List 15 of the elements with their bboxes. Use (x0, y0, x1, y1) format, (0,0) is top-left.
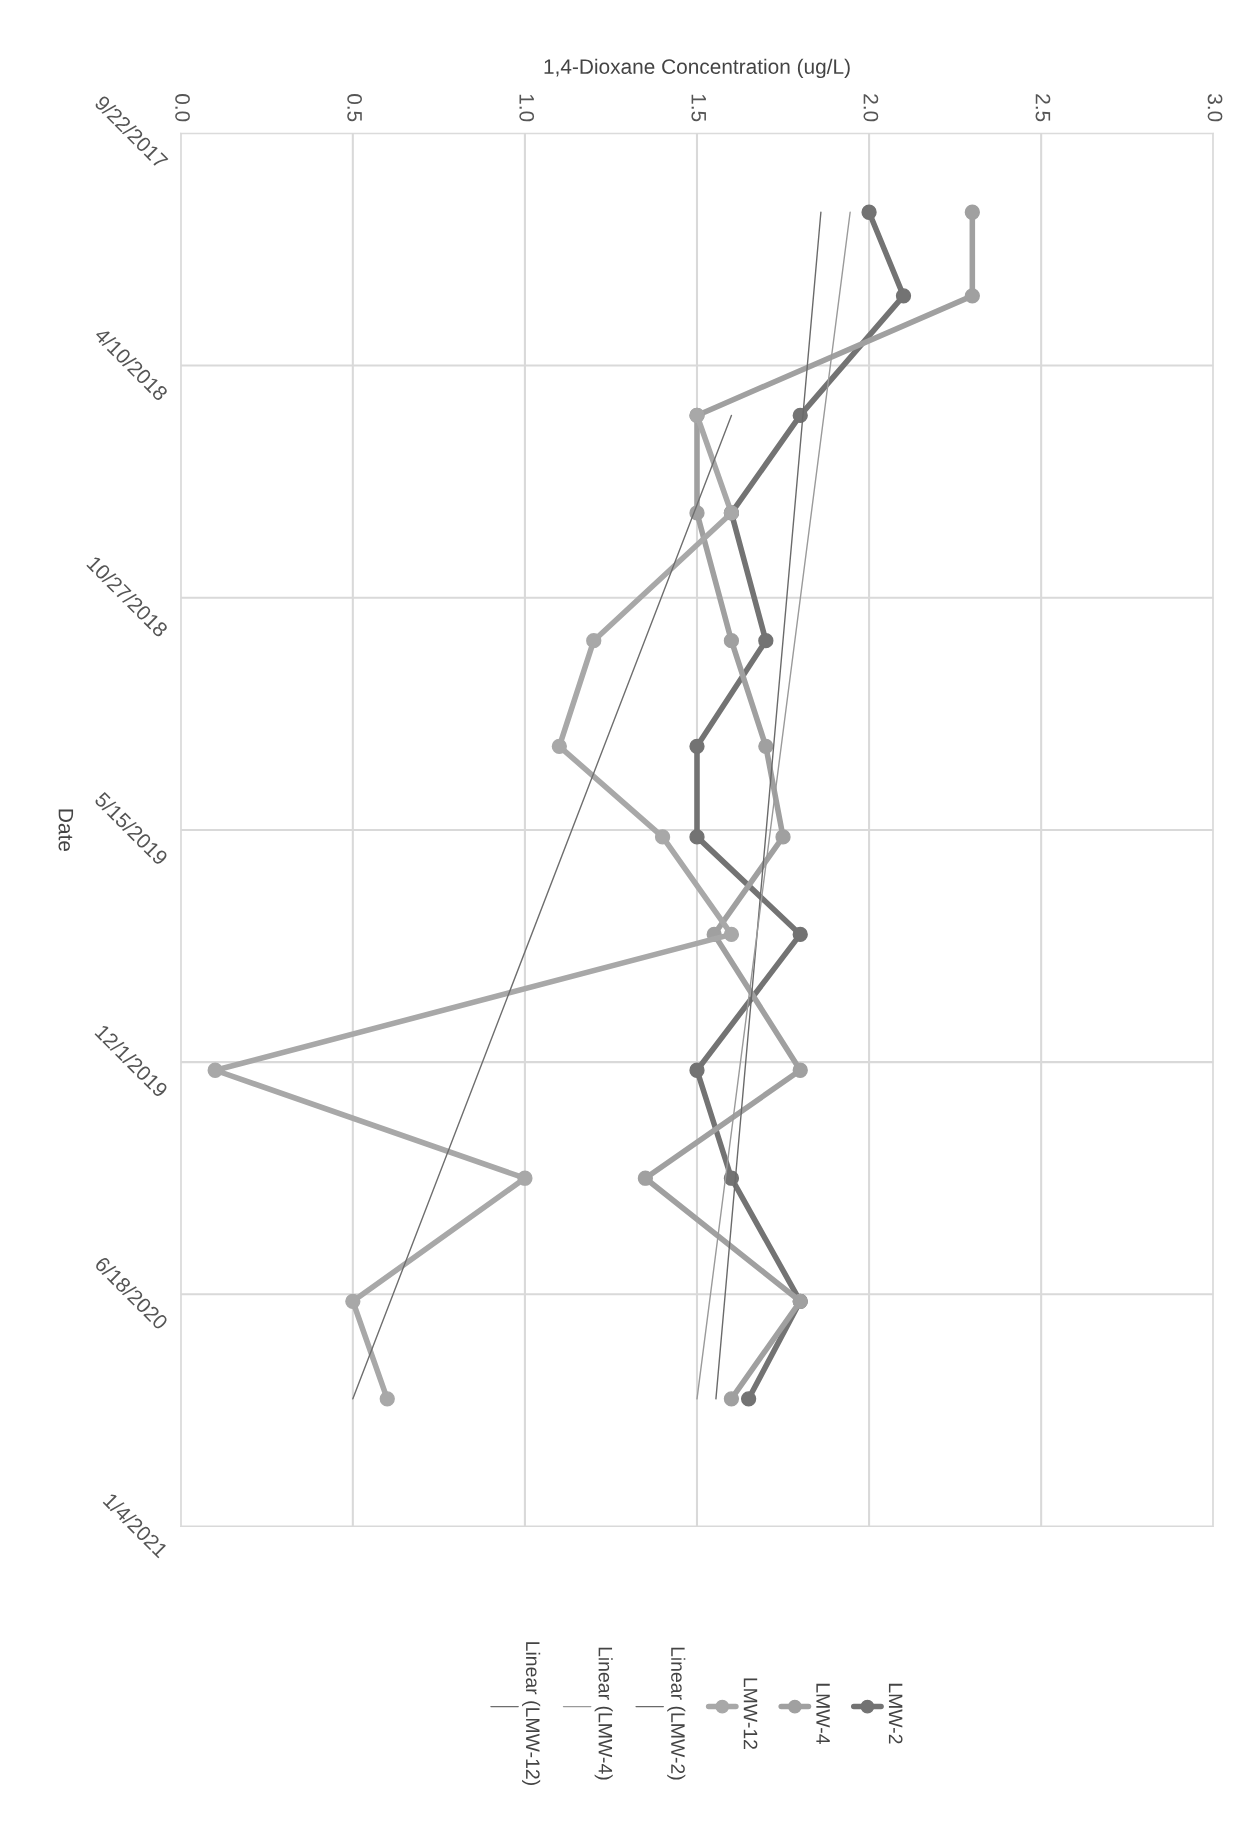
x-axis-title: 1,4-Dioxane Concentration (ug/L) (544, 58, 850, 79)
legend-label: LMW-12 (743, 1678, 758, 1749)
x-tick-label: 2.0 (863, 94, 879, 122)
x-tick-label: 2.5 (1035, 94, 1051, 122)
legend-label: Linear (LMW-12) (522, 1642, 541, 1785)
legend-label: Linear (LMW-2) (667, 1647, 686, 1780)
y-axis-title: Date (58, 809, 74, 851)
x-tick-label: 1.5 (691, 94, 706, 122)
legend-label: LMW-2 (888, 1683, 903, 1744)
x-tick-label: 1.0 (519, 94, 535, 122)
legend-label: Linear (LMW-4) (594, 1647, 613, 1780)
x-tick-label: 3.0 (1207, 94, 1223, 122)
legend-label: LMW-4 (816, 1683, 830, 1744)
x-tick-label: 0.5 (347, 94, 362, 122)
x-tick-label: 0.0 (175, 94, 190, 122)
